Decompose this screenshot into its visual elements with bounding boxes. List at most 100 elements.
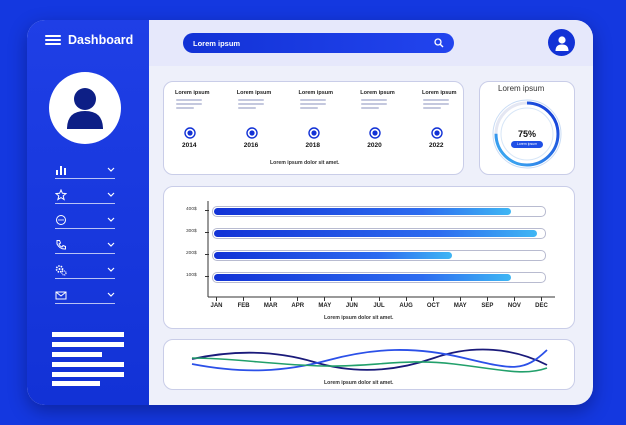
x-tick-label: DEC <box>535 303 548 309</box>
bar-track <box>212 228 546 239</box>
bar-chart-icon <box>56 166 66 175</box>
x-tick-label: SEP <box>481 303 494 309</box>
x-tick <box>297 297 299 301</box>
timeline-text-line <box>176 107 194 109</box>
progress-gauge <box>492 99 562 169</box>
timeline-year: 2016 <box>243 142 259 149</box>
timeline-year: 2014 <box>182 142 197 149</box>
x-tick-label: MAY <box>453 303 467 309</box>
timeline-text-line <box>423 99 449 101</box>
x-tick-label: APR <box>291 303 305 309</box>
x-tick <box>432 297 434 301</box>
timeline-text-line <box>423 107 441 109</box>
bar <box>214 208 511 215</box>
x-tick-label: NOV <box>507 303 521 309</box>
timeline-text-line <box>361 99 388 101</box>
sidebar-item-calls[interactable] <box>55 239 115 254</box>
bar-track <box>212 206 546 217</box>
x-tick <box>378 297 380 301</box>
star-icon <box>55 189 67 201</box>
wave-caption: Lorem ipsum dolor sit amet. <box>324 380 394 386</box>
timeline-text-line <box>176 99 202 101</box>
y-tick-label: 100$ <box>186 273 197 278</box>
x-tick-label: JUN <box>345 303 358 309</box>
timeline-text-line <box>237 99 264 101</box>
y-tick-label: 300$ <box>186 229 197 234</box>
user-icon <box>555 35 568 51</box>
timeline-caption: Lorem ipsum dolor sit amet. <box>270 160 340 166</box>
brand: Dashboard <box>45 33 133 47</box>
x-tick-label: MAY <box>318 303 332 309</box>
sidebar-item-settings[interactable] <box>55 264 115 279</box>
timeline-year: 2020 <box>367 142 382 149</box>
x-tick <box>243 297 245 301</box>
chart-axes <box>207 201 555 298</box>
mail-icon <box>55 291 67 300</box>
chevron-down-icon <box>107 167 115 172</box>
app-title: Dashboard <box>68 33 134 47</box>
chat-icon <box>56 215 66 225</box>
timeline-year: 2022 <box>429 142 444 149</box>
y-tick-label: 400$ <box>186 207 197 212</box>
x-tick <box>486 297 488 301</box>
sidebar-item-messages[interactable] <box>55 214 115 229</box>
timeline-label: Lorem ipsum <box>298 90 334 96</box>
timeline-text-line <box>237 103 264 105</box>
bar-chart-card: 400$ 300$ 200$ 100$ JAN FEB MAR APR MAY JUN JUL AU… <box>163 186 575 329</box>
bar-track <box>212 250 546 261</box>
bar <box>214 230 538 237</box>
timeline-text-line <box>237 107 256 109</box>
gauge-title: Lorem ipsum <box>498 84 545 93</box>
x-tick <box>513 297 515 301</box>
hamburger-menu-icon[interactable] <box>45 35 61 45</box>
timeline-node[interactable] <box>246 127 258 139</box>
timeline-card: Lorem ipsum 2014 Lorem ipsum 2016 Lorem ipsu… <box>163 81 464 175</box>
x-tick-label: MAR <box>263 303 278 309</box>
timeline-node[interactable] <box>307 127 320 139</box>
timeline-label: Lorem ipsum <box>422 90 457 96</box>
gauge-button[interactable]: Lorem ipsum <box>511 141 543 148</box>
search-icon[interactable] <box>434 38 444 48</box>
timeline-text-line <box>361 107 380 109</box>
x-tick <box>405 297 407 301</box>
search-input[interactable]: Lorem ipsum <box>193 38 241 48</box>
x-tick <box>270 297 272 301</box>
timeline-text-line <box>299 103 326 105</box>
timeline-text-line <box>176 103 202 105</box>
user-avatar-button[interactable] <box>548 29 575 56</box>
chevron-down-icon <box>107 242 115 247</box>
profile-avatar[interactable] <box>49 72 121 144</box>
timeline-node[interactable] <box>431 127 443 139</box>
timeline-label: Lorem ipsum <box>360 90 395 96</box>
sidebar-item-stats[interactable] <box>55 164 115 179</box>
x-tick-label: FEB <box>237 303 250 309</box>
x-tick-label: OCT <box>426 303 440 309</box>
chevron-down-icon <box>107 292 115 297</box>
sidebar-item-favorites[interactable] <box>55 189 115 204</box>
wave-graph <box>191 348 548 373</box>
x-tick <box>351 297 353 301</box>
sidebar: Dashboard <box>27 20 149 405</box>
timeline-node[interactable] <box>184 127 196 139</box>
timeline-text-line <box>423 103 449 105</box>
bar <box>214 274 511 281</box>
x-tick-label: AUG <box>399 303 413 309</box>
x-tick <box>459 297 461 301</box>
y-tick <box>205 232 209 233</box>
chart-caption: Lorem ipsum dolor sit amet. <box>324 315 394 321</box>
timeline-text-line <box>361 103 388 105</box>
sidebar-item-mail[interactable] <box>55 289 115 304</box>
phone-icon <box>56 240 66 250</box>
timeline-node[interactable] <box>369 127 381 139</box>
timeline-text-line <box>299 107 318 109</box>
search-bar[interactable]: Lorem ipsum <box>183 33 454 53</box>
settings-icon <box>55 265 67 276</box>
dashboard-window: Dashboard <box>27 20 593 405</box>
wave-card: Lorem ipsum dolor sit amet. <box>163 339 575 390</box>
y-tick <box>205 210 209 211</box>
user-icon <box>67 88 103 129</box>
bar <box>214 252 452 259</box>
x-tick <box>324 297 326 301</box>
timeline-text-line <box>299 99 326 101</box>
x-tick <box>541 297 542 301</box>
